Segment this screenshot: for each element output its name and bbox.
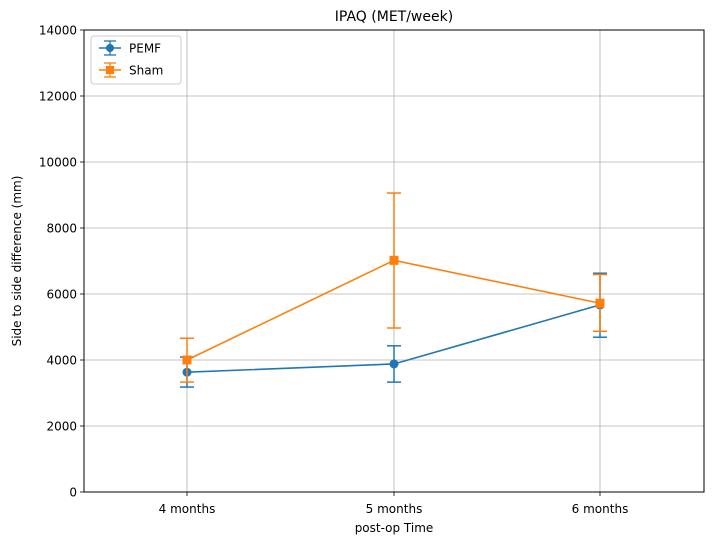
ticks: 0 2000 4000 6000 8000 10000 12000 14000 4 months… — [39, 24, 629, 517]
data-point — [389, 255, 399, 265]
series-sham — [180, 192, 607, 383]
data-point — [595, 298, 605, 308]
chart-title: IPAQ (MET/week) — [335, 9, 453, 25]
x-tick-label: 6 months — [572, 502, 629, 516]
y-tick-label: 6000 — [46, 288, 77, 302]
x-axis-label: post-op Time — [355, 521, 434, 535]
data-point — [182, 355, 192, 365]
y-axis-label: Side to side difference (mm) — [10, 176, 24, 347]
y-tick-label: 10000 — [39, 156, 77, 170]
legend: PEMF Sham — [90, 35, 182, 85]
series-layer — [180, 192, 607, 388]
data-point — [389, 359, 399, 369]
legend-item-sham: Sham — [99, 62, 163, 78]
x-tick-label: 5 months — [366, 502, 423, 516]
legend-label: PEMF — [129, 42, 161, 56]
y-tick-label: 4000 — [46, 354, 77, 368]
y-tick-label: 2000 — [46, 420, 77, 434]
y-tick-label: 12000 — [39, 90, 77, 104]
legend-marker — [106, 44, 114, 52]
y-tick-label: 14000 — [39, 24, 77, 38]
x-tick-label: 4 months — [159, 502, 216, 516]
y-tick-label: 8000 — [46, 222, 77, 236]
legend-label: Sham — [129, 64, 163, 78]
legend-item-pemf: PEMF — [99, 40, 161, 56]
legend-marker — [106, 66, 114, 74]
y-tick-label: 0 — [69, 486, 77, 500]
